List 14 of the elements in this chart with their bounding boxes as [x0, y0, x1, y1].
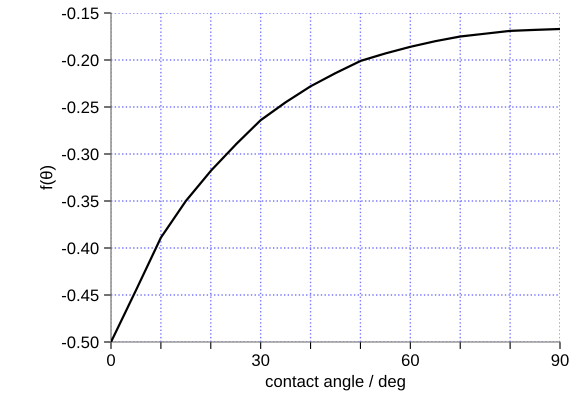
y-tick-label: -0.30 [62, 148, 99, 160]
y-tick-label: -0.35 [62, 195, 98, 208]
y-axis-title: f(θ) [40, 166, 56, 190]
x-tick-label: 60 [402, 354, 419, 366]
x-tick-label: 30 [252, 354, 270, 366]
y-tick-label: -0.50 [62, 336, 99, 348]
y-tick-label: -0.15 [62, 7, 98, 20]
y-tick-label: -0.25 [62, 101, 98, 114]
x-tick-label: 90 [552, 354, 569, 366]
y-tick-label: -0.40 [62, 242, 99, 254]
x-axis-title: contact angle / deg [266, 374, 405, 390]
y-tick-label: -0.20 [62, 54, 99, 66]
x-tick-label: 0 [107, 354, 115, 366]
y-tick-label: -0.45 [62, 289, 98, 302]
